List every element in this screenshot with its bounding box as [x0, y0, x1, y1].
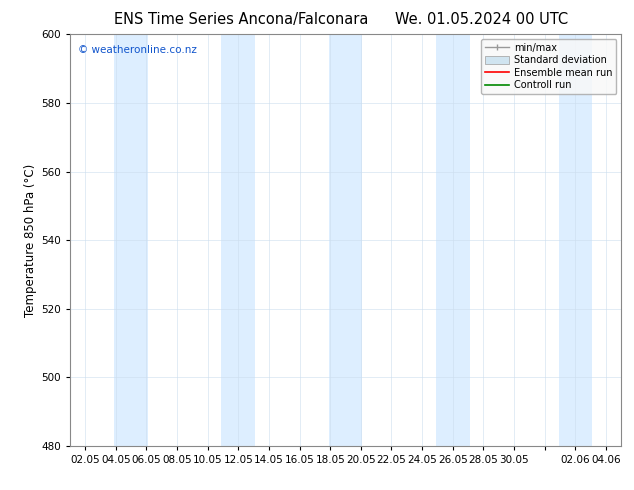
Y-axis label: Temperature 850 hPa (°C): Temperature 850 hPa (°C) — [24, 164, 37, 317]
Text: ENS Time Series Ancona/Falconara: ENS Time Series Ancona/Falconara — [113, 12, 368, 27]
Bar — [221, 34, 255, 446]
Bar — [114, 34, 148, 446]
Bar — [436, 34, 470, 446]
Text: © weatheronline.co.nz: © weatheronline.co.nz — [78, 45, 197, 54]
Legend: min/max, Standard deviation, Ensemble mean run, Controll run: min/max, Standard deviation, Ensemble me… — [481, 39, 616, 94]
Bar — [328, 34, 363, 446]
Bar — [559, 34, 592, 446]
Text: We. 01.05.2024 00 UTC: We. 01.05.2024 00 UTC — [395, 12, 569, 27]
